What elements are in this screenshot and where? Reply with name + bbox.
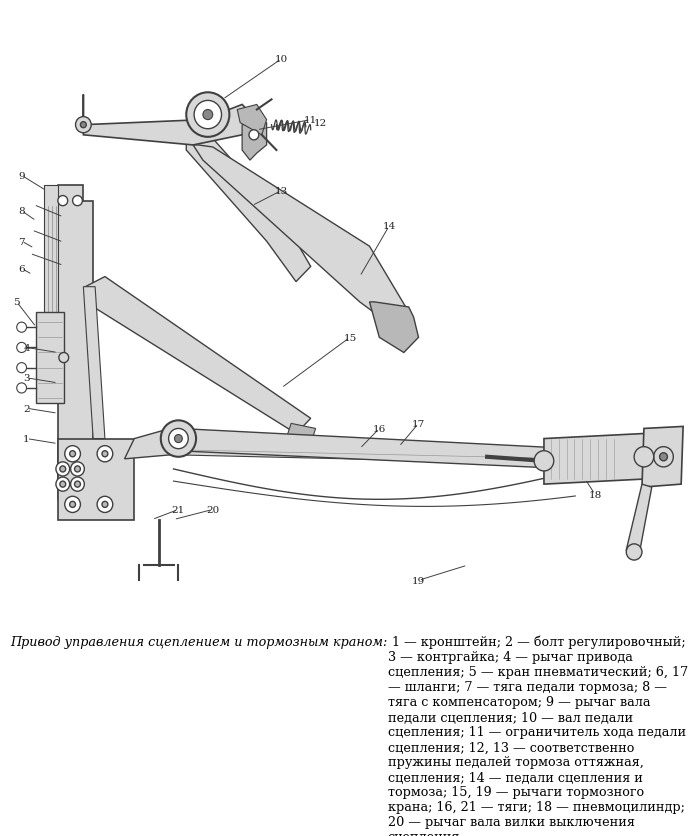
Text: 16: 16 xyxy=(373,425,386,433)
Polygon shape xyxy=(544,434,644,485)
Text: 3: 3 xyxy=(24,374,30,383)
Circle shape xyxy=(97,446,113,462)
Circle shape xyxy=(161,421,196,457)
Text: 10: 10 xyxy=(275,55,288,64)
Text: 12: 12 xyxy=(314,119,327,128)
Polygon shape xyxy=(186,134,311,283)
Circle shape xyxy=(659,453,668,461)
Text: 19: 19 xyxy=(412,576,425,585)
Circle shape xyxy=(59,353,69,363)
Circle shape xyxy=(17,384,26,394)
Polygon shape xyxy=(58,439,134,520)
Circle shape xyxy=(56,477,70,492)
Polygon shape xyxy=(58,186,93,500)
Polygon shape xyxy=(242,124,266,161)
Text: 15: 15 xyxy=(343,334,356,343)
Circle shape xyxy=(73,196,82,206)
Circle shape xyxy=(60,466,66,472)
Text: 6: 6 xyxy=(18,265,25,273)
Circle shape xyxy=(102,502,108,507)
Polygon shape xyxy=(36,313,64,404)
Circle shape xyxy=(58,196,68,206)
Polygon shape xyxy=(642,427,683,487)
Text: 4: 4 xyxy=(24,344,30,353)
Circle shape xyxy=(75,482,80,487)
Polygon shape xyxy=(626,485,652,555)
Circle shape xyxy=(203,110,212,120)
Circle shape xyxy=(71,477,84,492)
Text: 7: 7 xyxy=(18,237,25,247)
Polygon shape xyxy=(172,445,565,464)
Text: Привод управления сцеплением и тормозным краном:: Привод управления сцеплением и тормозным… xyxy=(10,635,388,648)
Circle shape xyxy=(249,130,259,140)
Text: 5: 5 xyxy=(13,298,20,307)
Polygon shape xyxy=(237,105,266,135)
Circle shape xyxy=(65,497,80,512)
Circle shape xyxy=(65,446,80,462)
Circle shape xyxy=(634,447,654,467)
Text: 8: 8 xyxy=(18,207,25,216)
Polygon shape xyxy=(85,278,311,434)
Circle shape xyxy=(75,466,80,472)
Circle shape xyxy=(70,502,75,507)
Text: 21: 21 xyxy=(172,505,185,514)
Circle shape xyxy=(17,323,26,333)
Circle shape xyxy=(626,544,642,560)
Polygon shape xyxy=(44,186,58,348)
Circle shape xyxy=(70,451,75,457)
Text: 1: 1 xyxy=(24,435,30,444)
Circle shape xyxy=(80,123,86,129)
Circle shape xyxy=(169,429,188,449)
Polygon shape xyxy=(176,429,575,469)
Circle shape xyxy=(194,101,221,130)
Circle shape xyxy=(102,451,108,457)
Polygon shape xyxy=(83,95,252,145)
Circle shape xyxy=(654,447,673,467)
Text: 20: 20 xyxy=(206,505,219,514)
Text: 13: 13 xyxy=(275,186,288,196)
Circle shape xyxy=(534,451,554,472)
Circle shape xyxy=(174,435,182,443)
Polygon shape xyxy=(370,303,419,353)
Circle shape xyxy=(56,462,70,477)
Text: 1 — кронштейн; 2 — болт регулировочный; 3 — контргайка; 4 — рычаг привода сцепле: 1 — кронштейн; 2 — болт регулировочный; … xyxy=(388,635,688,836)
Circle shape xyxy=(71,462,84,477)
Text: 2: 2 xyxy=(24,404,30,413)
Text: 18: 18 xyxy=(588,490,601,499)
Circle shape xyxy=(17,343,26,353)
Circle shape xyxy=(17,363,26,374)
Polygon shape xyxy=(286,424,316,444)
Text: 17: 17 xyxy=(412,420,425,428)
Polygon shape xyxy=(83,288,105,439)
Circle shape xyxy=(186,93,229,138)
Circle shape xyxy=(75,117,91,134)
Circle shape xyxy=(60,482,66,487)
Polygon shape xyxy=(125,424,188,459)
Text: 11: 11 xyxy=(304,116,318,125)
Circle shape xyxy=(97,497,113,512)
Text: 9: 9 xyxy=(18,171,25,181)
Polygon shape xyxy=(193,145,409,328)
Text: 14: 14 xyxy=(383,222,396,232)
